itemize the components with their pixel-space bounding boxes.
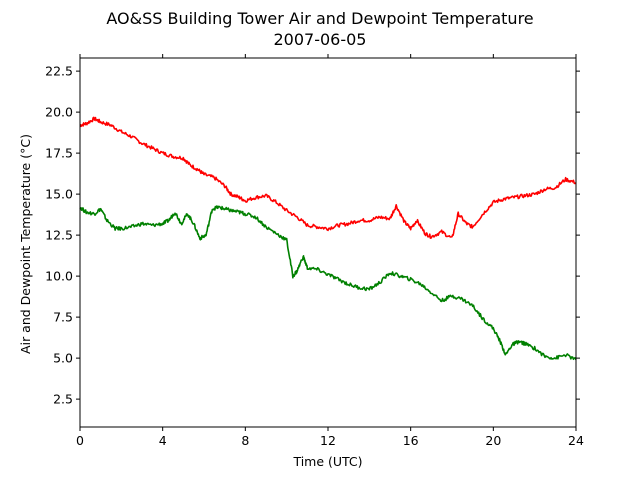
y-axis-label: Air and Dewpoint Temperature (°C) xyxy=(18,134,33,354)
x-axis-label: Time (UTC) xyxy=(292,454,362,469)
x-tick-label: 0 xyxy=(76,433,84,448)
x-tick-label: 12 xyxy=(320,433,336,448)
plot-area: 0 4 8 12 16 20 24 2.5 5.0 7.5 10.0 12.5 15.0 17.5 20.0… xyxy=(45,54,584,448)
x-tick-label: 24 xyxy=(568,433,584,448)
y-tick-label: 20.0 xyxy=(45,105,73,120)
series-line-1 xyxy=(79,116,577,240)
y-tick-label: 2.5 xyxy=(53,392,73,407)
x-tick-label: 20 xyxy=(485,433,501,448)
y-tick-label: 22.5 xyxy=(45,64,73,79)
y-tick-label: 17.5 xyxy=(45,146,73,161)
x-tick-label: 16 xyxy=(403,433,419,448)
y-tick-label: 5.0 xyxy=(53,351,73,366)
chart-title: AO&SS Building Tower Air and Dewpoint Te… xyxy=(106,9,533,28)
y-tick-label: 10.0 xyxy=(45,269,73,284)
chart-subtitle: 2007-06-05 xyxy=(274,30,367,49)
y-tick-label: 12.5 xyxy=(45,228,73,243)
series-line-2 xyxy=(79,205,577,361)
x-tick-label: 4 xyxy=(159,433,167,448)
y-tick-label: 15.0 xyxy=(45,187,73,202)
x-tick-label: 8 xyxy=(241,433,249,448)
y-tick-label: 7.5 xyxy=(53,310,73,325)
